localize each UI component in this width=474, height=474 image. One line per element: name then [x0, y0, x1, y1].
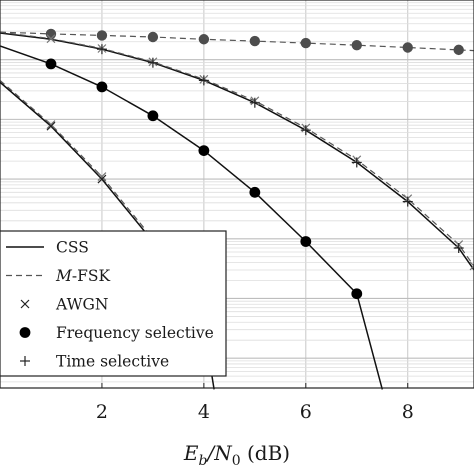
data-point-x: [469, 261, 474, 271]
legend-label: M-FSK: [55, 267, 110, 285]
data-point-circle-gray: [96, 30, 108, 41]
legend-entry-4: Time selective: [20, 353, 169, 371]
data-point-x: [46, 121, 56, 131]
data-point-plus: [453, 243, 464, 254]
x-ticks: 2 4 6 8: [96, 383, 414, 423]
x-title-unit: (dB): [241, 441, 290, 465]
data-point-circle-gray: [45, 28, 57, 40]
data-point-circle-gray: [453, 44, 464, 56]
data-point-circle-gray: [198, 34, 210, 45]
data-point-plus: [402, 196, 413, 207]
legend-entry-0: CSS: [6, 239, 89, 257]
data-point-plus: [147, 57, 158, 68]
plot-frame: [0, 0, 474, 389]
data-point-plus: [96, 44, 107, 55]
data-point-plus: [249, 97, 260, 108]
data-point-circle: [249, 186, 261, 198]
data-point-plus: [198, 75, 209, 86]
legend-entry-2: AWGN: [20, 296, 108, 314]
data-point-x: [97, 174, 107, 184]
data-point-plus: [300, 125, 311, 136]
data-point-circle-gray: [249, 35, 261, 47]
series-line-5: [0, 79, 154, 240]
data-point-x: [46, 120, 56, 129]
data-point-circle-gray: [402, 42, 413, 53]
data-point-circle-gray: [351, 39, 362, 51]
legend-entry-3: Frequency selective: [19, 324, 214, 342]
data-point-circle: [351, 288, 363, 300]
x-tick-label: 6: [300, 401, 312, 423]
data-point-circle: [45, 58, 57, 70]
data-point-x: [46, 34, 56, 44]
legend-label: Frequency selective: [56, 324, 214, 342]
x-tick-label: 8: [402, 401, 414, 423]
x-tick-label: 4: [198, 401, 210, 423]
legend-label: Time selective: [56, 353, 169, 371]
x-title-sep: /N: [205, 441, 233, 465]
data-point-circle: [96, 81, 108, 93]
legend-label: CSS: [56, 239, 89, 257]
legend-box: [0, 230, 227, 377]
legend-label: AWGN: [55, 296, 108, 314]
x-title-sub1: b: [199, 453, 208, 469]
x-title-main: E: [183, 441, 199, 465]
data-point-circle: [147, 110, 159, 122]
data-point-x: [97, 172, 107, 182]
data-point-circle-gray: [300, 37, 312, 49]
data-point-circle: [300, 236, 312, 247]
legend: CSS M-FSK AWGN Frequency selective Time sele…: [0, 230, 227, 377]
x-title-sub2: 0: [232, 453, 241, 469]
data-point-circle-gray: [147, 31, 159, 43]
series-markers: [45, 28, 474, 300]
data-point-circle: [198, 145, 210, 156]
legend-entry-1: M-FSK: [6, 267, 110, 285]
data-point-plus: [351, 157, 362, 168]
x-axis-title: Eb/N0 (dB): [183, 441, 290, 469]
x-tick-label: 2: [96, 401, 108, 423]
